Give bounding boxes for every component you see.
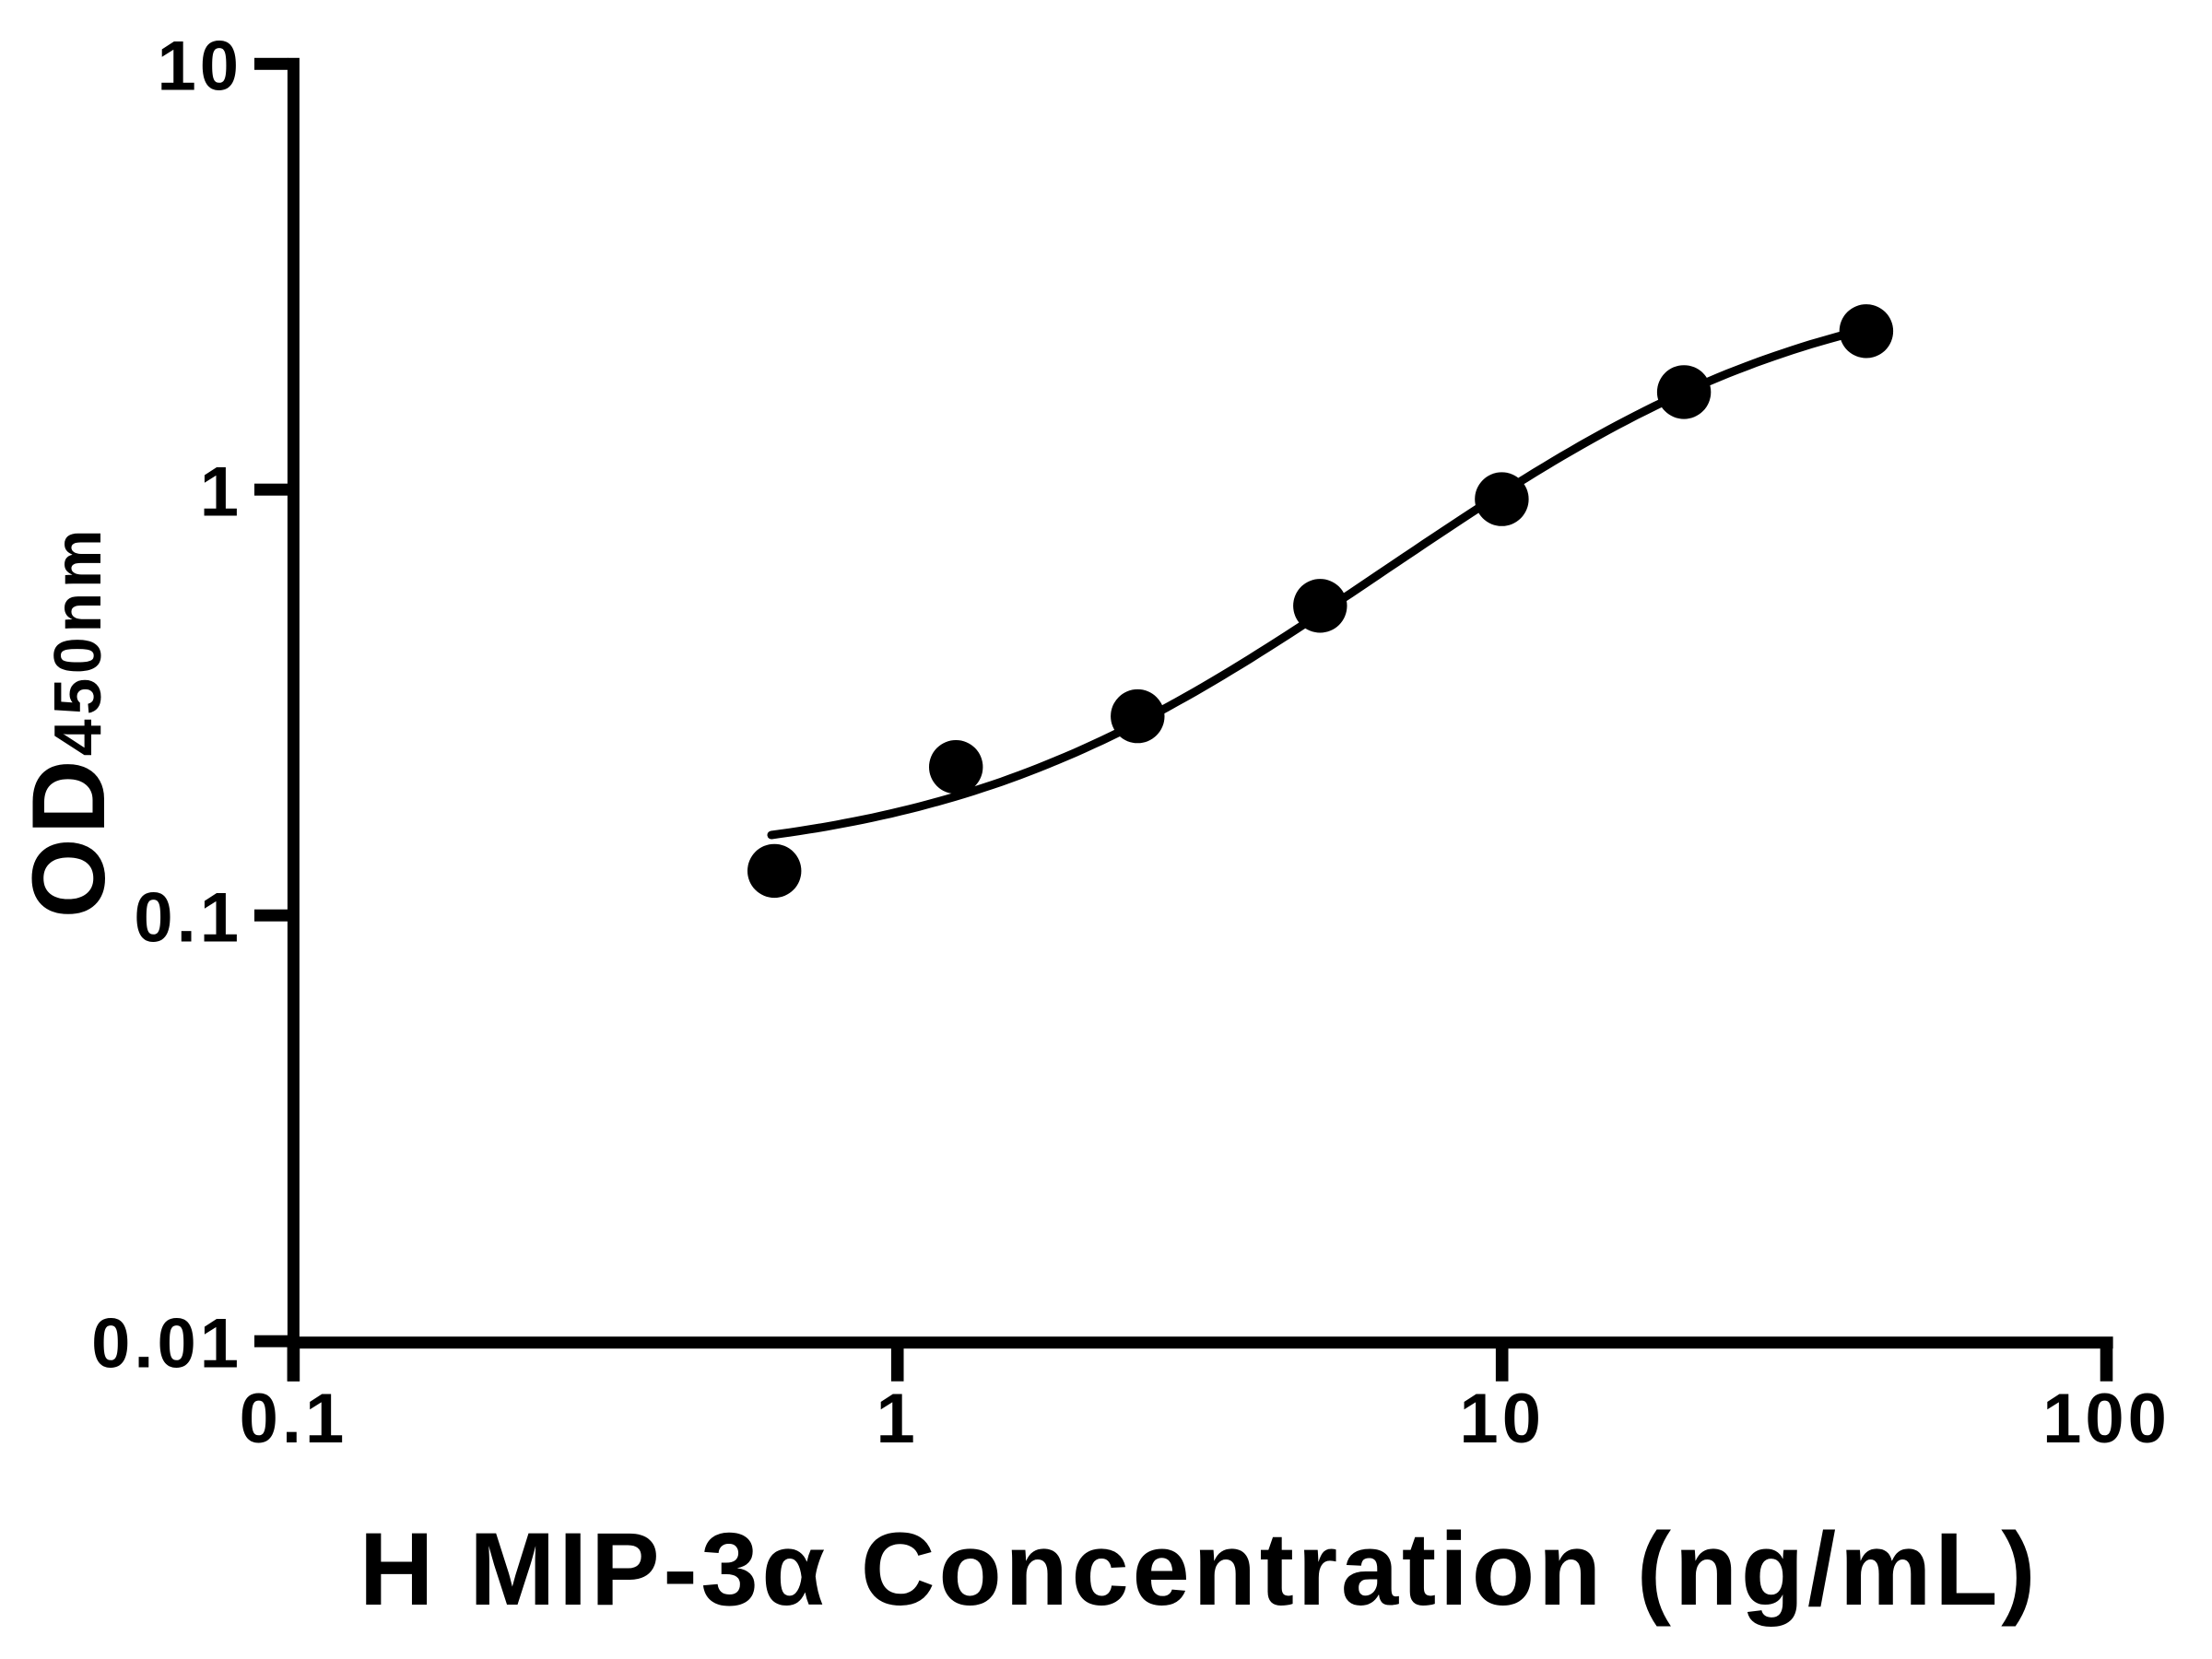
svg-text:1: 1	[200, 453, 242, 531]
svg-text:10: 10	[157, 28, 242, 106]
svg-text:H MIP-3α Concentration (ng/mL): H MIP-3α Concentration (ng/mL)	[359, 1512, 2039, 1627]
svg-text:0.1: 0.1	[134, 878, 242, 957]
svg-text:100: 100	[2042, 1380, 2171, 1458]
svg-text:0.01: 0.01	[91, 1304, 242, 1382]
svg-text:10: 10	[1459, 1380, 1545, 1458]
svg-text:0.1: 0.1	[240, 1380, 348, 1458]
svg-text:1: 1	[877, 1380, 919, 1458]
